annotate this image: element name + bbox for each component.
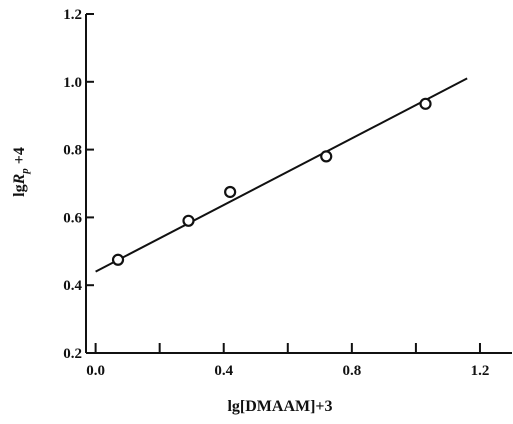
y-tick-label: 0.8 bbox=[63, 143, 82, 159]
data-point bbox=[224, 185, 237, 199]
data-point bbox=[320, 150, 333, 163]
ticks: 0.2 0.4 0.6 0.8 1.0 1.2 0.0 0.4 0.8 1.2 bbox=[63, 7, 489, 379]
y-tick-label: 1.2 bbox=[63, 7, 82, 23]
axes bbox=[85, 14, 512, 354]
data-point bbox=[419, 97, 432, 110]
x-tick-label: 0.8 bbox=[342, 363, 361, 379]
x-tick-label: 0.0 bbox=[86, 363, 105, 379]
y-tick-label: 0.4 bbox=[63, 278, 82, 294]
y-tick-label: 0.6 bbox=[63, 210, 82, 226]
data-point bbox=[111, 253, 125, 266]
data-points bbox=[111, 97, 432, 266]
x-axis-label: lg[DMAAM]+3 bbox=[227, 398, 332, 415]
x-tick-label: 0.4 bbox=[214, 363, 233, 379]
y-axis-label: lgRp +4 bbox=[11, 147, 31, 197]
fit-line bbox=[95, 77, 468, 273]
y-tick-label: 0.2 bbox=[63, 346, 82, 362]
fit-line-group bbox=[95, 77, 468, 273]
data-point bbox=[182, 214, 195, 227]
y-tick-label: 1.0 bbox=[63, 75, 82, 91]
x-tick-label: 1.2 bbox=[471, 363, 490, 379]
